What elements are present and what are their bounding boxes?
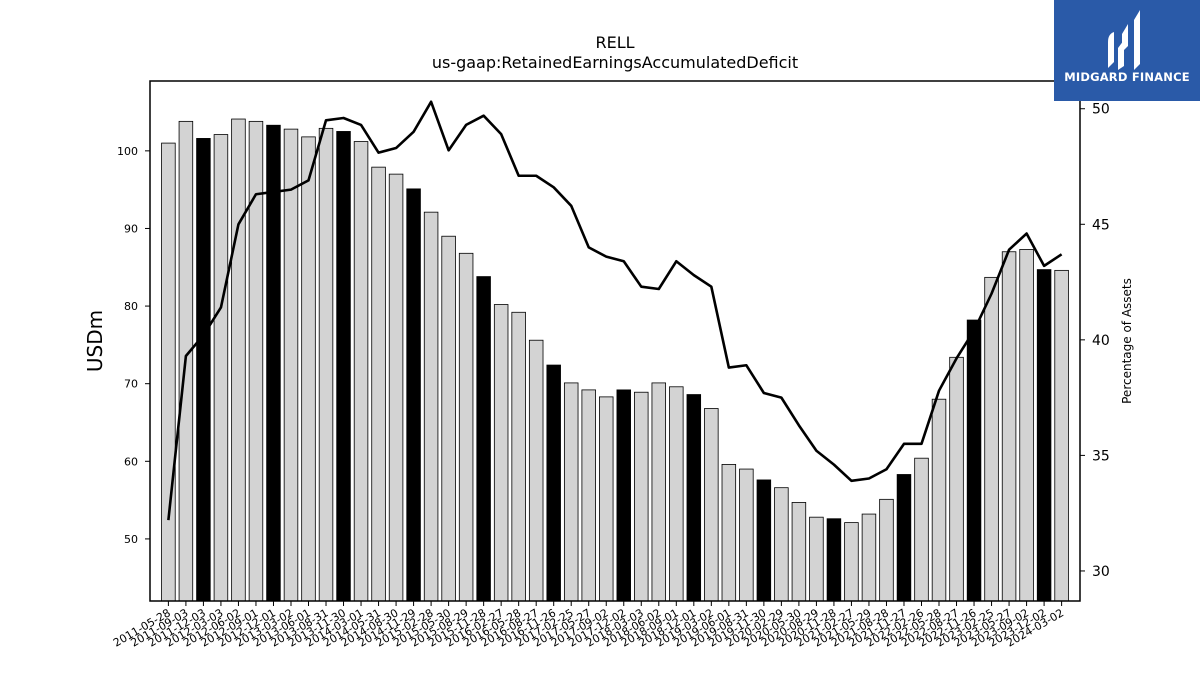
bar-2014-03-01 (353, 141, 369, 602)
y-tick-label: 90 (124, 222, 138, 235)
bar-2011-12-03 (196, 138, 211, 602)
bar-2024-03-02 (1054, 269, 1069, 602)
bar-2017-09-02 (599, 396, 614, 602)
y-tick-label: 50 (124, 533, 138, 546)
bar-2022-11-26 (966, 319, 982, 602)
bar-2013-03-02 (283, 128, 299, 602)
bar-2019-03-02 (704, 408, 719, 602)
y2-tick-label: 45 (1092, 217, 1110, 233)
bar-2020-05-30 (791, 502, 807, 602)
bar-2011-05-28 (161, 142, 176, 602)
bar-2017-12-02 (616, 389, 631, 602)
bar-2015-02-28 (423, 211, 439, 602)
bar-2014-08-30 (388, 173, 404, 602)
bar-2015-11-28 (476, 276, 491, 602)
bar-2019-11-30 (756, 479, 772, 602)
bar-2020-11-28 (826, 518, 842, 602)
brand-name: MIDGARD FINANCE (1064, 70, 1190, 84)
y2-tick-label: 40 (1092, 333, 1110, 349)
bar-2021-05-29 (861, 513, 877, 602)
bar-2012-12-01 (266, 124, 281, 602)
y-tick-label: 70 (124, 378, 138, 391)
bar-2013-11-30 (336, 131, 351, 602)
bar-2021-11-27 (896, 474, 912, 602)
bar-2019-06-01 (721, 463, 737, 602)
bar-2013-08-31 (318, 127, 334, 602)
bar-2016-02-27 (493, 304, 509, 602)
plot-frame (149, 80, 1081, 602)
axes: 506070809010030354045502011-05-282011-09… (111, 102, 1110, 650)
bar-series (161, 118, 1069, 602)
bar-2018-12-01 (686, 394, 702, 602)
bar-2023-09-02 (1019, 249, 1034, 602)
bar-2018-03-03 (634, 391, 649, 602)
y2-tick-label: 35 (1092, 448, 1110, 464)
bar-2023-05-27 (1001, 251, 1017, 602)
bar-2018-09-01 (669, 386, 684, 602)
bar-2016-05-28 (511, 311, 526, 602)
bar-2015-08-29 (458, 252, 474, 602)
bar-2017-02-25 (563, 382, 579, 602)
bar-2022-08-27 (949, 356, 964, 602)
bar-2019-08-31 (739, 468, 754, 602)
bar-2014-11-29 (406, 188, 421, 602)
line-percentage-of-assets (167, 100, 1063, 521)
chart-title: RELL (595, 33, 634, 52)
y-axis-label: USDm (83, 310, 107, 372)
y-tick-label: 60 (124, 455, 138, 468)
y2-tick-label: 30 (1092, 564, 1110, 580)
bar-2023-02-25 (984, 276, 999, 602)
bar-2020-08-29 (809, 516, 824, 602)
chart-subtitle: us-gaap:RetainedEarningsAccumulatedDefic… (432, 53, 798, 72)
bar-2021-08-28 (879, 498, 894, 602)
bar-2020-02-29 (774, 487, 789, 602)
bar-2023-12-02 (1036, 269, 1052, 602)
bar-2016-11-26 (546, 364, 561, 602)
bar-2022-02-26 (914, 457, 929, 602)
y2-axis-label: Percentage of Assets (1120, 278, 1134, 404)
midgard-logo-icon (1108, 10, 1140, 70)
y2-tick-label: 50 (1092, 102, 1110, 118)
line-series (167, 100, 1063, 521)
bar-2017-05-27 (581, 389, 596, 602)
bar-2012-03-03 (213, 134, 229, 602)
bar-2016-08-27 (528, 339, 544, 602)
y-tick-label: 80 (124, 300, 138, 313)
bar-2021-02-27 (844, 522, 859, 602)
bar-2015-05-30 (441, 235, 456, 602)
y-tick-label: 100 (117, 145, 138, 158)
brand-logo: MIDGARD FINANCE (1054, 0, 1200, 101)
bar-2012-06-02 (231, 118, 246, 602)
bar-2018-06-02 (651, 382, 667, 602)
bar-2022-05-28 (931, 398, 947, 602)
bar-2013-06-01 (301, 136, 316, 602)
bar-2014-05-31 (371, 166, 386, 602)
